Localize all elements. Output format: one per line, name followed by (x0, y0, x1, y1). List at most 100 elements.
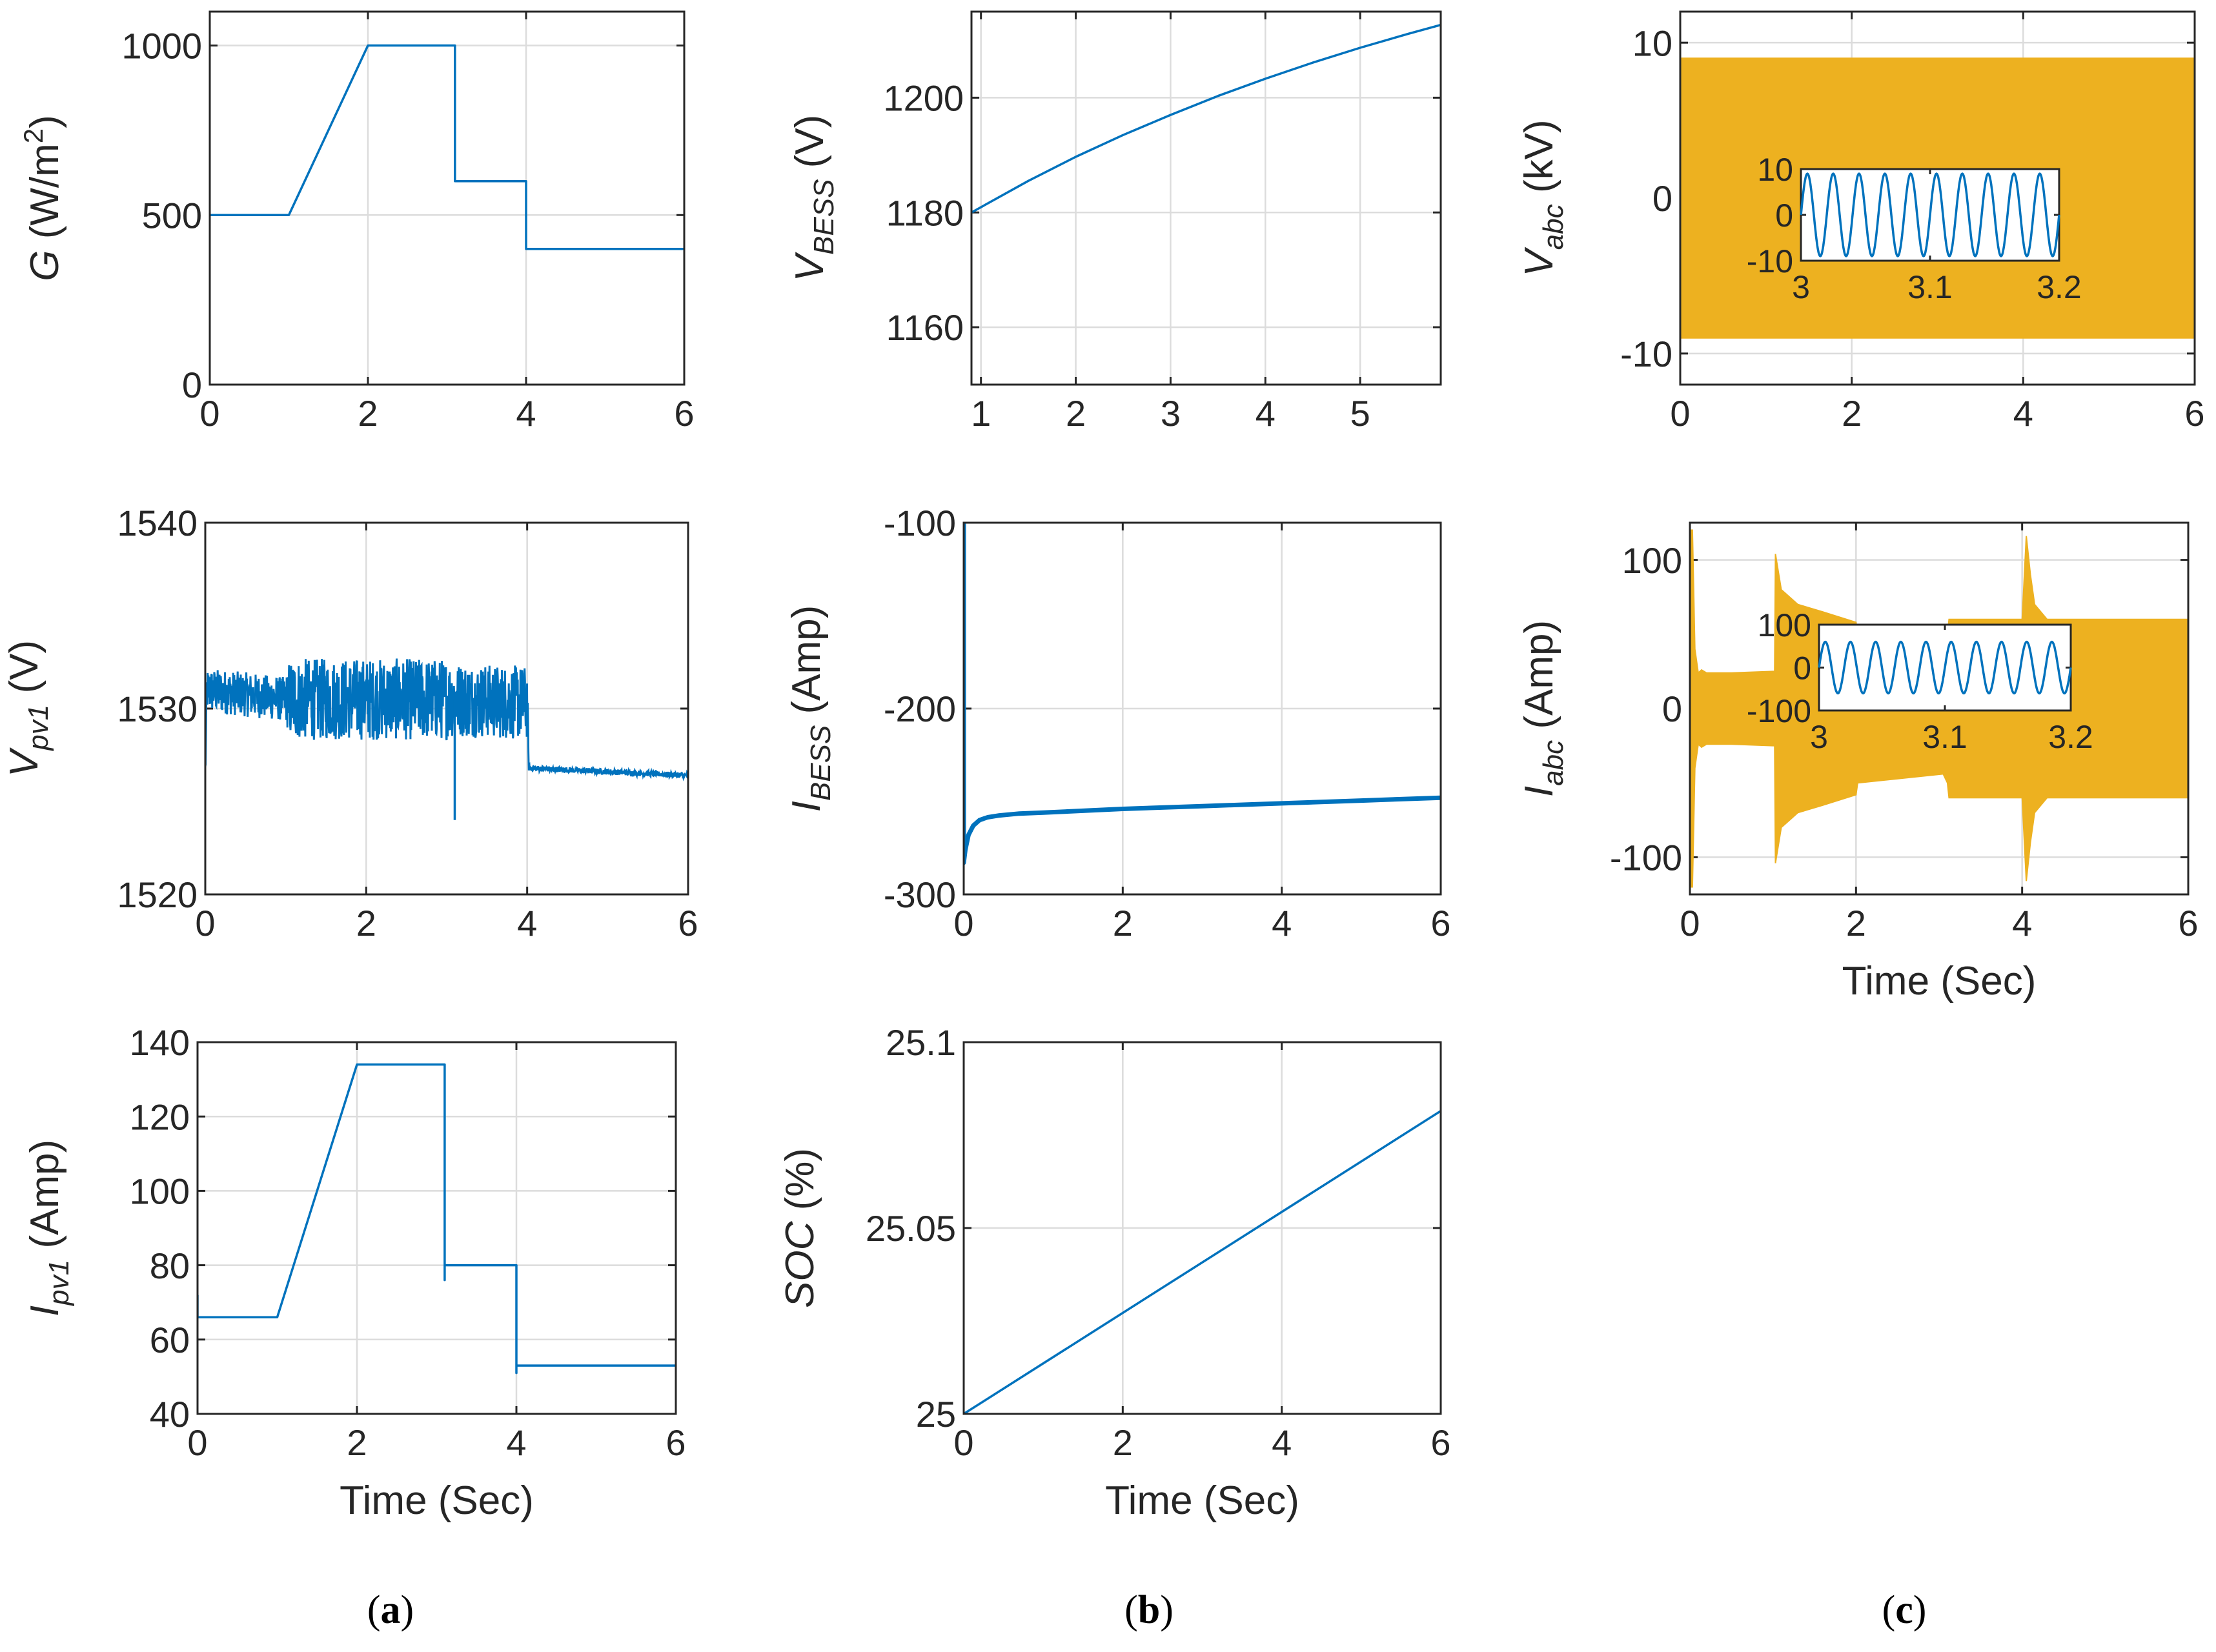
Iabc-inset: 3 3.1 3.2 -100 0 100 (1747, 607, 2093, 755)
VBESS-series-line (971, 23, 1441, 214)
G-x-tick-label: 2 (358, 393, 378, 434)
Ipv1-x-tick-label: 6 (666, 1422, 686, 1463)
Vabc-inset-series (1800, 172, 2060, 257)
Ipv1-x-tick-label: 0 (187, 1422, 207, 1463)
Vabc-y-axis-label: Vabc (kV) (1517, 119, 1569, 276)
IBESS-series-line (964, 523, 1441, 865)
VBESS-x-tick-label: 1 (971, 393, 991, 434)
SOC-y-axis-label: SOC (%) (778, 1148, 822, 1308)
VBESS-x-tick-label: 5 (1350, 393, 1370, 434)
Iabc-y-tick-label: 100 (1622, 540, 1682, 581)
Vabc-y-tick-label: 10 (1632, 23, 1672, 63)
Vpv1-x-tick-label: 6 (678, 903, 698, 943)
IBESS-y-tick-label: -100 (884, 503, 956, 543)
Vabc-y-tick-label: 0 (1652, 178, 1672, 219)
chart-VBESS: 1 2 3 4 5 1160 1180 1200 VBESS (V) (788, 10, 1442, 434)
Ipv1-y-axis-label: Ipv1 (Amp) (23, 1140, 75, 1316)
Iabc-x-tick-label: 6 (2178, 903, 2198, 943)
Vabc-x-tick-label: 0 (1670, 393, 1690, 434)
Ipv1-x-axis-label: Time (Sec) (340, 1478, 534, 1523)
Vpv1-y-axis-label: Vpv1 (V) (2, 640, 54, 777)
chart-G: 0 2 4 6 0 500 1000 G (W/m2) (18, 10, 695, 434)
IBESS-plot-frame (962, 521, 1442, 896)
VBESS-x-tick-label: 3 (1161, 393, 1181, 434)
G-y-axis-label: G (W/m2) (18, 115, 67, 281)
Vabc-inset-y-tick-label: -10 (1747, 243, 1793, 279)
Iabc-y-tick-label: 0 (1662, 689, 1682, 729)
SOC-y-tick-label: 25.1 (886, 1022, 956, 1063)
Iabc-inset-x-tick-label: 3.2 (2048, 719, 2093, 755)
IBESS-y-tick-label: -300 (884, 874, 956, 915)
IBESS-x-tick-label: 0 (953, 903, 973, 943)
IBESS-y-tick-label: -200 (884, 689, 956, 729)
SOC-series-line (964, 1110, 1441, 1414)
VBESS-y-tick-label: 1200 (883, 78, 964, 119)
VBESS-y-axis-label: VBESS (V) (788, 115, 840, 282)
Vpv1-x-tick-label: 0 (195, 903, 215, 943)
Ipv1-y-tick-label: 60 (150, 1320, 190, 1360)
SOC-x-tick-label: 2 (1113, 1422, 1133, 1463)
SOC-x-tick-label: 6 (1430, 1422, 1450, 1463)
Ipv1-plot-frame (196, 1041, 677, 1415)
chart-Ipv1: 0 2 4 6 40 60 80 100 120 140 Ipv1 (Amp) Time (Sec) (23, 1022, 686, 1523)
G-x-tick-label: 4 (516, 393, 536, 434)
Ipv1-x-tick-label: 2 (347, 1422, 367, 1463)
SOC-x-tick-label: 4 (1272, 1422, 1292, 1463)
Ipv1-y-tick-label: 140 (130, 1022, 190, 1063)
Vpv1-x-tick-label: 2 (356, 903, 376, 943)
IBESS-y-axis-label: IBESS (Amp) (784, 605, 837, 812)
Ipv1-plot-area (196, 1041, 677, 1415)
Ipv1-y-tick-label: 40 (150, 1394, 190, 1435)
Vpv1-plot-frame (204, 521, 689, 896)
Iabc-inset-series (1818, 640, 2072, 695)
Vabc-y-tick-label: -10 (1620, 334, 1672, 374)
Iabc-inset-y-tick-label: -100 (1747, 693, 1811, 729)
Vabc-plot-frame (1679, 10, 2196, 386)
Ipv1-y-tick-label: 100 (130, 1171, 190, 1212)
Vabc-inset-x-tick-label: 3 (1792, 269, 1810, 305)
Iabc-plot-frame (1689, 521, 2190, 896)
Ipv1-y-tick-label: 80 (150, 1245, 190, 1286)
Iabc-x-tick-label: 4 (2012, 903, 2032, 943)
Iabc-inset-x-tick-label: 3 (1810, 719, 1828, 755)
Vabc-inset-x-tick-label: 3.1 (1907, 269, 1953, 305)
Iabc-x-tick-label: 0 (1680, 903, 1700, 943)
Ipv1-series-line (198, 1063, 676, 1375)
caption-a: (a) (367, 1588, 414, 1632)
caption-c: (c) (1882, 1588, 1927, 1632)
chart-SOC: 0 2 4 6 25 25.05 25.1 SOC (%) Time (Sec) (778, 1022, 1451, 1523)
VBESS-x-tick-label: 4 (1255, 393, 1276, 434)
VBESS-plot-area (970, 10, 1442, 386)
caption-b: (b) (1124, 1588, 1174, 1632)
Vabc-inset-x-tick-label: 3.2 (2037, 269, 2082, 305)
chart-IBESS: 0 2 4 6 -300 -200 -100 IBESS (Amp) (784, 503, 1451, 943)
G-plot-area (208, 10, 686, 386)
Vabc-x-tick-label: 6 (2184, 393, 2204, 434)
Iabc-x-axis-label: Time (Sec) (1842, 959, 2037, 1003)
G-y-tick-label: 1000 (121, 26, 202, 66)
G-plot-frame (208, 10, 686, 386)
SOC-y-tick-label: 25.05 (866, 1208, 956, 1249)
G-x-tick-label: 6 (674, 393, 694, 434)
Vpv1-y-tick-label: 1530 (117, 689, 198, 729)
G-y-tick-label: 500 (142, 195, 202, 236)
IBESS-x-tick-label: 2 (1113, 903, 1133, 943)
Vabc-inset: 3 3.1 3.2 -10 0 10 (1747, 152, 2082, 305)
Vabc-inset-y-tick-label: 10 (1757, 152, 1793, 188)
IBESS-x-tick-label: 4 (1272, 903, 1292, 943)
Vabc-x-tick-label: 4 (2013, 393, 2033, 434)
Vabc-inset-y-tick-label: 0 (1775, 197, 1793, 234)
VBESS-x-tick-label: 2 (1066, 393, 1086, 434)
SOC-plot-frame (962, 1041, 1442, 1415)
SOC-x-tick-label: 0 (953, 1422, 973, 1463)
Iabc-y-tick-label: -100 (1610, 838, 1682, 878)
Vabc-x-tick-label: 2 (1842, 393, 1862, 434)
SOC-y-tick-label: 25 (916, 1394, 956, 1435)
Iabc-inset-y-tick-label: 0 (1793, 650, 1811, 687)
Vpv1-y-tick-label: 1520 (117, 874, 198, 915)
Vpv1-series-line (205, 658, 688, 781)
VBESS-y-tick-label: 1180 (886, 192, 964, 233)
SOC-x-axis-label: Time (Sec) (1105, 1478, 1299, 1523)
Ipv1-x-tick-label: 4 (506, 1422, 526, 1463)
